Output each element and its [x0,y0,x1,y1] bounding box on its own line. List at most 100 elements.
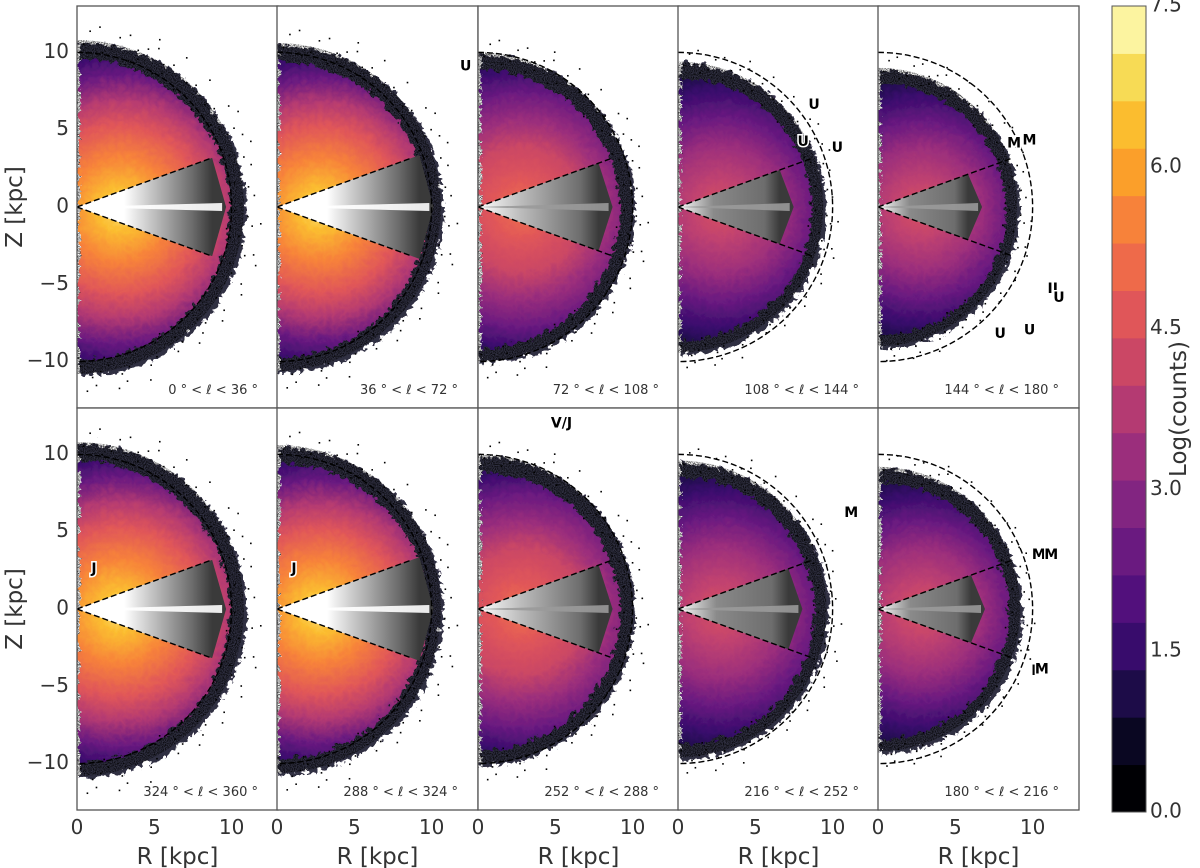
halo-point [126,380,129,382]
halo-point [397,699,400,702]
halo-point [353,740,355,743]
halo-point [307,361,309,364]
halo-point [220,148,223,151]
reference-circle [277,453,433,765]
halo-point [225,227,228,230]
halo-point [137,49,140,52]
halo-point [583,517,585,520]
panel-2: U 36 ° < ℓ < 72 ° [276,5,479,409]
halo-point [177,327,180,329]
halo-point [450,194,452,197]
halo-point [803,539,806,541]
halo-point [426,638,429,640]
halo-point [506,352,508,355]
halo-point [912,357,915,360]
halo-point [618,158,620,161]
wedge-line-upper [77,157,213,208]
halo-point [533,69,536,71]
halo-point [991,124,994,126]
colorbar-segment [1112,243,1146,291]
halo-point [1016,164,1018,167]
halo-point [357,732,359,735]
halo-point [553,725,556,728]
halo-point [1007,634,1010,636]
halo-point [147,48,150,50]
halo-point [1004,626,1007,629]
halo-point [151,474,154,477]
halo-point [622,535,625,537]
halo-point [1002,224,1004,227]
halo-point [498,441,501,444]
halo-point [427,673,430,675]
halo-point [717,756,720,759]
halo-point [204,322,207,324]
halo-point [921,483,923,486]
marker-label: J [90,561,96,577]
halo-point [622,133,625,135]
x-tick-label: 10 [419,815,444,839]
halo-point [227,105,230,107]
halo-point [636,187,638,190]
halo-point [898,77,901,80]
halo-point [878,332,880,334]
disk-midplane [678,605,799,613]
halo-point [430,128,432,131]
halo-point [229,262,231,264]
halo-point [882,70,885,73]
halo-point [418,149,420,152]
halo-point [502,345,505,348]
halo-point [215,689,218,691]
halo-point [982,311,984,313]
halo-point [699,471,702,473]
halo-point [591,694,594,697]
halo-point [638,568,641,571]
marker-label: U [1024,323,1035,339]
halo-point [906,474,909,476]
halo-point [812,518,814,521]
halo-point [299,367,302,370]
halo-point [356,50,359,53]
halo-point [990,500,993,502]
halo-point [618,604,621,606]
halo-point [591,292,594,295]
halo-point [137,460,139,462]
halo-point [240,294,243,296]
colorbar: 0.0 1.5 3.0 4.5 6.0 7.5 Log(counts) [1111,0,1192,823]
x-tick-label: 10 [820,815,845,839]
halo-point [451,665,454,668]
longitude-range-label: 36 ° < ℓ < 72 ° [360,383,458,398]
halo-point [320,370,323,372]
halo-point [1011,587,1014,590]
x-tick-label: 10 [620,815,645,839]
disk-midplane [478,605,609,613]
halo-point [811,263,814,266]
halo-point [722,478,725,481]
halo-point [151,72,154,75]
halo-point [233,209,236,212]
halo-point [705,748,707,751]
y-tick-label: −5 [40,271,69,295]
halo-point [185,57,188,59]
halo-point [1007,604,1009,607]
halo-point [716,351,719,354]
halo-point [128,365,131,368]
halo-point [600,490,602,493]
halo-point [1012,230,1014,233]
halo-point [119,438,122,441]
halo-point [611,555,613,557]
halo-point [227,535,229,538]
halo-point [450,596,452,599]
halo-point [688,53,691,55]
halo-point [383,84,386,87]
halo-point [241,535,244,538]
halo-point [295,783,297,786]
halo-point [731,469,734,471]
halo-point [761,82,764,85]
halo-point [419,719,421,722]
halo-point [525,756,528,758]
halo-point [1022,616,1025,619]
halo-point [89,30,91,33]
halo-point [801,138,803,141]
halo-point [121,373,124,375]
halo-point [587,495,590,498]
